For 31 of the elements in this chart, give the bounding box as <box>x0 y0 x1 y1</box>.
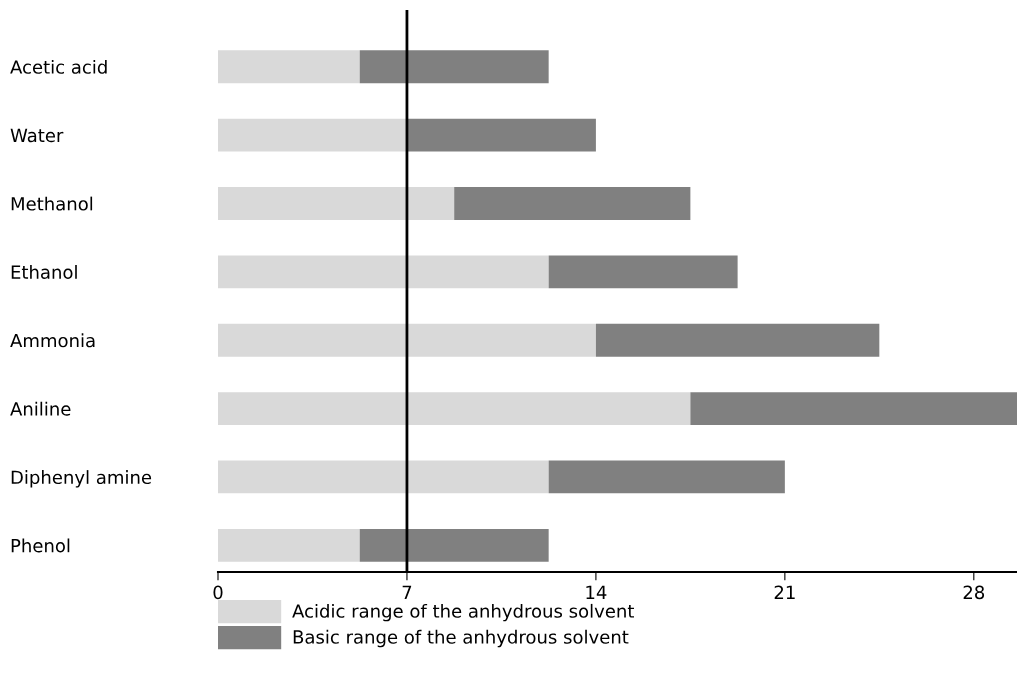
bar <box>406 118 596 152</box>
bar <box>595 323 880 357</box>
bar <box>690 392 1017 425</box>
y-tick-label: Water <box>10 128 64 143</box>
bar <box>548 255 738 289</box>
legend-label: Acidic range of the anhydrous solvent <box>292 603 635 622</box>
bar <box>454 187 691 220</box>
y-tick-label: Diphenyl amine <box>11 470 152 488</box>
bar <box>218 323 596 357</box>
x-tick-label: 7 <box>402 585 412 599</box>
bar <box>359 50 549 84</box>
x-tick-label: 21 <box>774 585 795 599</box>
bar <box>218 118 407 152</box>
bar <box>548 460 785 494</box>
y-tick-label: Aniline <box>10 401 71 416</box>
y-tick-label: Phenol <box>11 538 70 553</box>
y-tick-label: Ethanol <box>11 265 77 279</box>
y-tick-label: Methanol <box>11 196 93 211</box>
y-tick-label: Acetic acid <box>10 59 107 74</box>
bar <box>218 460 549 494</box>
bar <box>218 187 455 220</box>
bar <box>218 528 360 562</box>
bar <box>359 528 549 562</box>
legend-label: Basic range of the anhydrous solvent <box>293 629 629 648</box>
y-tick-label: Ammonia <box>10 333 95 348</box>
bar <box>218 255 549 289</box>
x-tick-label: 28 <box>963 585 985 600</box>
bar <box>218 392 691 425</box>
x-tick-label: 0 <box>213 585 223 600</box>
bar <box>218 50 360 84</box>
x-tick-label: 14 <box>586 585 607 599</box>
